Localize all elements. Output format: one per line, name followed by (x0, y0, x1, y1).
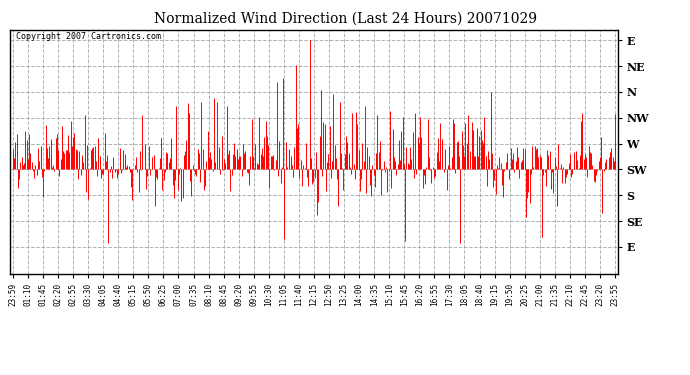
Text: Normalized Wind Direction (Last 24 Hours) 20071029: Normalized Wind Direction (Last 24 Hours… (153, 11, 537, 25)
Text: Copyright 2007 Cartronics.com: Copyright 2007 Cartronics.com (17, 33, 161, 42)
